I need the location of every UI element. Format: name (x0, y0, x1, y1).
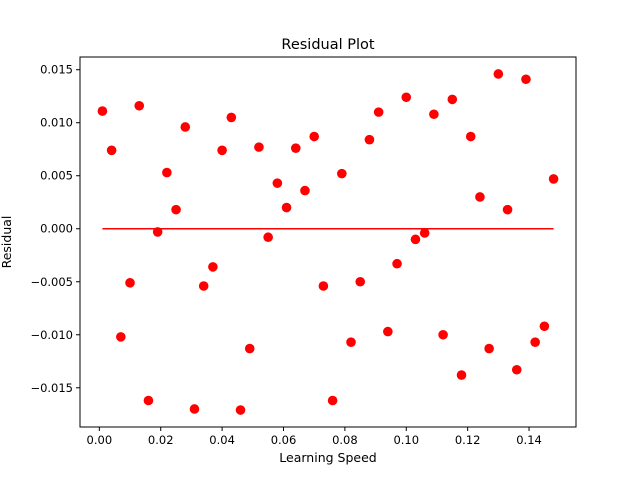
y-tick-label: −0.010 (30, 328, 73, 342)
data-point (171, 204, 181, 215)
data-point (364, 134, 375, 145)
data-point (263, 232, 273, 243)
x-tick-label: 0.04 (209, 433, 235, 447)
chart-title: Residual Plot (281, 37, 374, 53)
data-point (465, 131, 476, 142)
data-point (355, 276, 366, 287)
data-point (456, 370, 467, 380)
points-layer (97, 69, 559, 415)
data-point (226, 112, 237, 123)
data-point (539, 321, 550, 332)
data-point (318, 281, 329, 291)
data-point (502, 204, 513, 215)
data-point (244, 343, 255, 354)
x-tick-label: 0.12 (455, 433, 481, 447)
x-tick-label: 0.06 (271, 433, 297, 447)
data-point (254, 142, 264, 152)
data-point (134, 100, 145, 111)
x-axis-label: Learning Speed (279, 450, 376, 465)
data-point (438, 329, 448, 340)
data-point (521, 74, 531, 85)
x-ticks-layer: 0.00 0.02 0.04 0.06 0.08 0.10 0.12 0.14 (87, 427, 542, 447)
y-tick-label: 0.015 (40, 63, 73, 77)
data-point (429, 109, 439, 120)
data-point (143, 395, 154, 406)
data-point (337, 168, 347, 179)
y-tick-label: 0.010 (40, 116, 73, 130)
data-point (290, 143, 301, 153)
data-point (180, 122, 191, 132)
x-tick-label: 0.10 (393, 433, 419, 447)
data-point (189, 404, 200, 414)
y-tick-label: −0.005 (30, 275, 73, 289)
x-tick-label: 0.14 (516, 433, 542, 447)
data-point (272, 178, 283, 188)
data-point (346, 337, 356, 347)
x-tick-label: 0.08 (332, 433, 358, 447)
x-tick-label: 0.00 (87, 433, 113, 447)
data-point (548, 174, 559, 184)
data-point (419, 228, 430, 238)
plot-area-frame (79, 56, 577, 428)
data-point (281, 202, 292, 213)
data-point (383, 326, 393, 337)
data-point (125, 278, 135, 288)
data-point (208, 262, 218, 272)
data-point (106, 145, 117, 156)
y-ticks-layer: −0.015 −0.010 −0.005 0.000 0.005 0.010 0.015 (30, 63, 80, 395)
data-point (152, 227, 163, 237)
data-point (373, 107, 384, 117)
data-point (235, 405, 246, 415)
y-tick-label: 0.005 (40, 169, 73, 183)
data-point (116, 332, 126, 342)
x-tick-label: 0.02 (148, 433, 174, 447)
data-point (327, 395, 338, 406)
data-point (530, 337, 540, 347)
data-point (511, 364, 522, 375)
data-point (392, 258, 402, 269)
data-point (447, 94, 458, 105)
data-point (97, 106, 108, 116)
data-point (309, 131, 319, 142)
y-tick-label: −0.015 (30, 381, 73, 395)
data-point (493, 69, 504, 79)
data-point (410, 234, 421, 245)
y-axis-label: Residual (0, 216, 14, 269)
data-point (484, 343, 494, 354)
data-point (300, 185, 310, 196)
y-tick-label: 0.000 (40, 222, 73, 236)
data-point (475, 192, 485, 202)
data-point (401, 92, 412, 103)
data-point (198, 281, 209, 291)
data-point (217, 145, 227, 156)
data-point (162, 167, 172, 178)
